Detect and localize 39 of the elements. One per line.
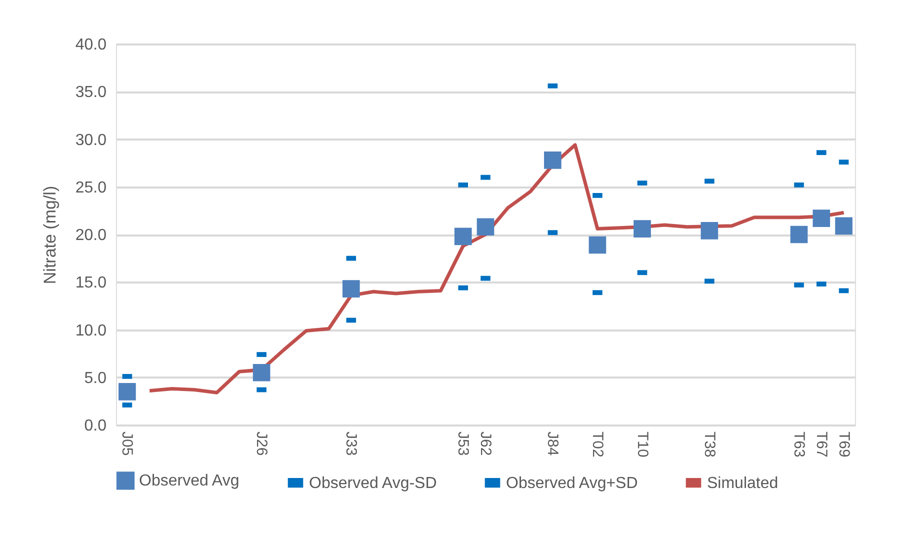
- x-tick-label: J62: [477, 432, 494, 456]
- y-tick-label: 35.0: [75, 84, 107, 102]
- y-tick-label: 15.0: [75, 274, 107, 292]
- x-tick-label: J84: [544, 432, 562, 456]
- line-series: [148, 143, 846, 394]
- x-tick-label: T10: [634, 432, 651, 458]
- y-tick-label: 5.0: [84, 370, 107, 387]
- x-tick-label: J33: [342, 432, 360, 456]
- legend-label: Observed Avg: [139, 472, 240, 490]
- point: [544, 152, 562, 169]
- x-tick-label: J05: [118, 432, 136, 456]
- legend-label: Simulated: [707, 474, 778, 492]
- x-tick-label: T63: [790, 432, 808, 458]
- x-tick-label: T02: [588, 432, 606, 458]
- y-axis-title: Nitrate (mg/l): [40, 186, 60, 284]
- y-tick-label: 0.0: [84, 418, 107, 434]
- y-tick-label: 30.0: [75, 132, 107, 149]
- point: [634, 220, 651, 238]
- y-tick-label: 10.0: [75, 322, 107, 340]
- point: [812, 210, 830, 227]
- point: [700, 222, 718, 240]
- y-tick-label: 40.0: [75, 36, 107, 54]
- legend-label: Observed Avg+SD: [506, 474, 638, 492]
- point: [118, 383, 136, 400]
- point: [454, 228, 472, 246]
- x-tick-label: T69: [835, 432, 852, 458]
- point: [342, 280, 360, 298]
- x-tick-label: J53: [454, 432, 472, 456]
- point: [588, 236, 606, 254]
- point: [476, 218, 494, 236]
- point: [252, 364, 270, 382]
- y-tick-label: 20.0: [75, 227, 107, 244]
- legend-label: Observed Avg-SD: [309, 474, 437, 492]
- point: [790, 226, 808, 244]
- point: [835, 217, 852, 235]
- x-tick-label: J26: [253, 432, 270, 456]
- x-tick-label: T67: [812, 432, 830, 458]
- y-tick-label: 25.0: [75, 179, 107, 196]
- x-tick-label: T38: [700, 432, 718, 458]
